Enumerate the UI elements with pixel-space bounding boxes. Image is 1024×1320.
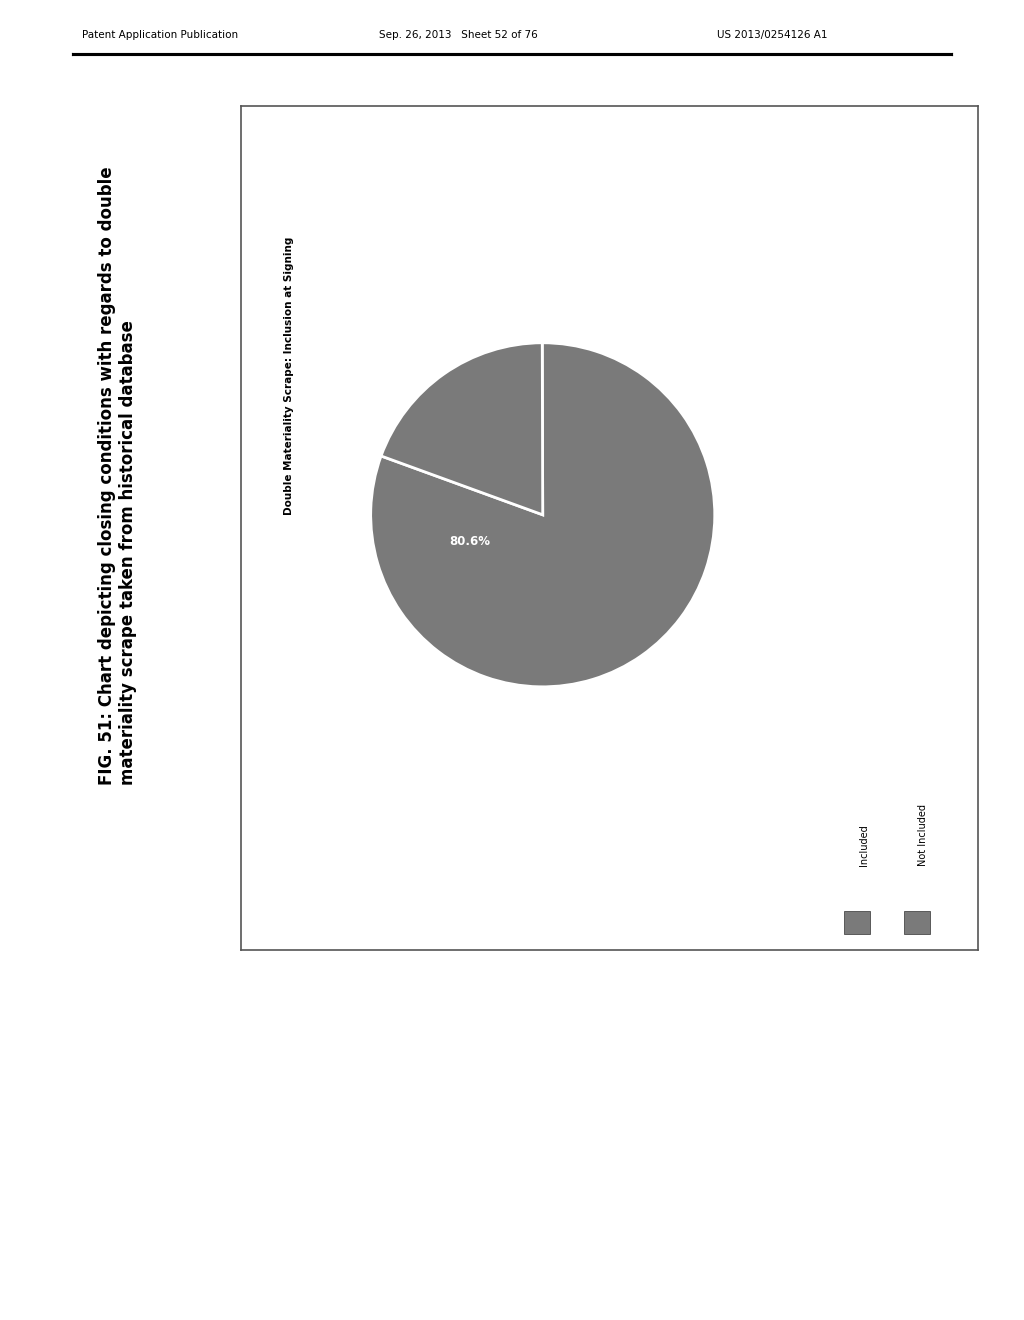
Wedge shape [371, 343, 715, 686]
Text: Double Materiality Scrape: Inclusion at Signing: Double Materiality Scrape: Inclusion at … [284, 236, 294, 515]
Text: 80.6%: 80.6% [450, 535, 490, 548]
Wedge shape [381, 343, 543, 515]
Text: Patent Application Publication: Patent Application Publication [82, 30, 238, 41]
Text: Not Included: Not Included [918, 804, 928, 866]
Text: Included: Included [859, 824, 868, 866]
Text: FIG. 51: Chart depicting closing conditions with regards to double
materiality s: FIG. 51: Chart depicting closing conditi… [98, 166, 137, 784]
Text: Sep. 26, 2013   Sheet 52 of 76: Sep. 26, 2013 Sheet 52 of 76 [379, 30, 538, 41]
Bar [904, 911, 930, 933]
Bar [844, 911, 869, 933]
Text: US 2013/0254126 A1: US 2013/0254126 A1 [717, 30, 827, 41]
